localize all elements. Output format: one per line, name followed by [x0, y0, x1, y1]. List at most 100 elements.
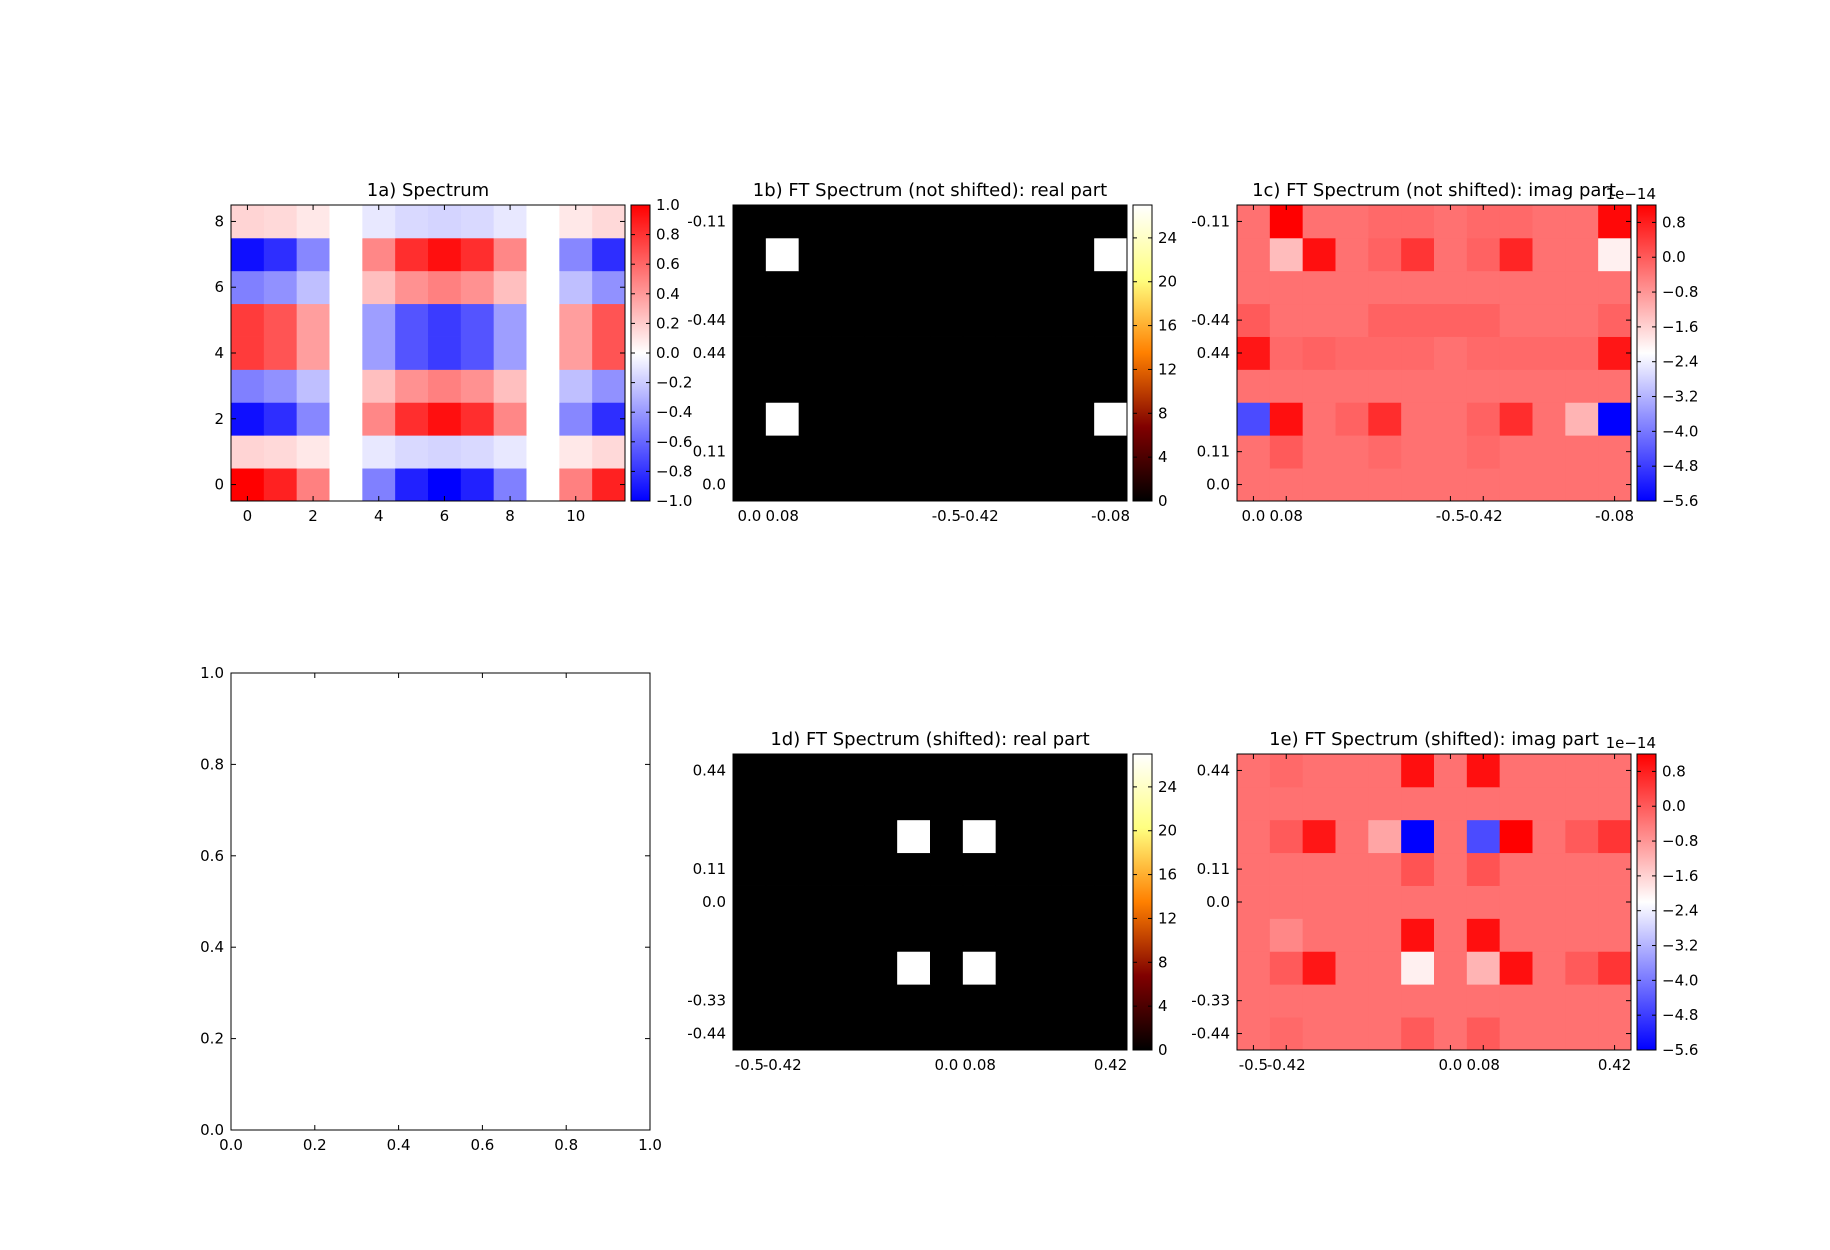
heatmap-cell	[362, 205, 396, 239]
heatmap-cell	[1028, 402, 1062, 436]
heatmap-cell	[1094, 786, 1128, 821]
heatmap-cell	[864, 468, 898, 502]
heatmap-cell	[1565, 369, 1599, 403]
heatmap-cell	[1532, 435, 1566, 469]
heatmap-cell	[1269, 1017, 1304, 1051]
heatmap-cell	[1499, 885, 1533, 919]
subplot: 1c) FT Spectrum (not shifted): imag part…	[1191, 180, 1698, 525]
heatmap-cell	[329, 336, 363, 370]
heatmap-cell	[962, 852, 997, 886]
y-tick-label: 0.0	[200, 1121, 224, 1139]
heatmap-cell	[733, 819, 767, 854]
heatmap-cell	[765, 336, 800, 370]
x-tick-label: -0.42	[763, 1056, 802, 1074]
heatmap-cell	[1532, 402, 1566, 436]
heatmap-cell	[1237, 336, 1271, 370]
x-tick-label: 0.4	[387, 1136, 411, 1154]
heatmap-cell	[592, 270, 626, 305]
heatmap-cell	[1028, 468, 1062, 502]
heatmap-cell	[1466, 270, 1501, 305]
heatmap-cell	[1335, 918, 1369, 952]
heatmap-cell	[930, 336, 964, 370]
heatmap-cell	[1434, 237, 1468, 272]
x-tick-label: 0.0	[1438, 1056, 1462, 1074]
heatmap-cell	[831, 819, 865, 854]
heatmap-cell	[962, 402, 997, 436]
heatmap-cell	[493, 468, 527, 502]
colorbar-tick-label: 12	[1158, 909, 1177, 927]
heatmap-cell	[1565, 468, 1599, 502]
x-tick-label: -0.08	[1595, 507, 1634, 525]
heatmap-cell	[1094, 270, 1128, 305]
heatmap-cell	[1466, 303, 1501, 337]
heatmap-cell	[831, 852, 865, 886]
heatmap-cell	[995, 951, 1029, 985]
colorbar-tick-label: 8	[1158, 953, 1168, 971]
heatmap-cell	[1302, 1017, 1336, 1051]
colorbar-tick-label: 0	[1158, 492, 1168, 510]
heatmap-cell	[765, 951, 800, 985]
heatmap-cell	[263, 270, 298, 305]
heatmap-cell	[231, 237, 265, 272]
heatmap-cell	[362, 270, 396, 305]
heatmap-cell	[864, 237, 898, 272]
x-tick-label: -0.42	[1267, 1056, 1306, 1074]
heatmap-cell	[765, 303, 800, 337]
heatmap-cell	[831, 369, 865, 403]
x-tick-label: 8	[505, 507, 515, 525]
heatmap-cell	[1302, 237, 1336, 272]
heatmap-cell	[1532, 270, 1566, 305]
y-tick-label: 2	[214, 410, 224, 428]
heatmap-cell	[460, 205, 495, 239]
heatmap-cell	[995, 819, 1029, 854]
y-tick-label: -0.44	[687, 311, 726, 329]
heatmap-cell	[493, 402, 527, 436]
heatmap-cell	[1302, 754, 1336, 788]
colorbar-tick-label: −1.0	[656, 492, 692, 510]
heatmap-cell	[559, 270, 593, 305]
heatmap-cell	[395, 336, 429, 370]
colorbar-tick-label: 0.0	[1662, 248, 1686, 266]
heatmap-cell	[1094, 984, 1128, 1018]
heatmap-cell	[897, 237, 931, 272]
y-tick-label: -0.33	[687, 992, 726, 1010]
heatmap-cell	[897, 435, 931, 469]
heatmap-cell	[1466, 819, 1501, 854]
heatmap-cell	[733, 468, 767, 502]
heatmap-cell	[1061, 435, 1095, 469]
heatmap-cell	[1565, 984, 1599, 1018]
heatmap-cell	[765, 237, 800, 272]
x-tick-label: 0.0	[1241, 507, 1265, 525]
heatmap-cell	[1094, 435, 1128, 469]
heatmap-cell	[1532, 468, 1566, 502]
heatmap-cell	[1237, 303, 1271, 337]
y-tick-label: 1.0	[200, 664, 224, 682]
heatmap-cell	[1028, 819, 1062, 854]
heatmap-cell	[362, 369, 396, 403]
heatmap-cell	[1269, 786, 1304, 821]
heatmap-cell	[1269, 852, 1304, 886]
heatmap-cell	[798, 852, 832, 886]
heatmap-cell	[962, 786, 997, 821]
heatmap-cell	[526, 468, 560, 502]
heatmap-cell	[897, 885, 931, 919]
y-tick-label: 0.0	[702, 893, 726, 911]
x-tick-label: -0.5	[735, 1056, 764, 1074]
heatmap-cell	[831, 336, 865, 370]
heatmap-cell	[733, 984, 767, 1018]
heatmap-cell	[1061, 402, 1095, 436]
heatmap-cell	[897, 852, 931, 886]
colorbar	[1132, 204, 1153, 502]
heatmap-cell	[1302, 984, 1336, 1018]
colorbar-tick-label: −5.6	[1662, 1041, 1698, 1059]
heatmap-cell	[329, 270, 363, 305]
heatmap-cell	[1401, 951, 1435, 985]
heatmap-cell	[263, 435, 298, 469]
heatmap-cell	[395, 402, 429, 436]
colorbar	[1636, 204, 1657, 502]
heatmap-cell	[962, 237, 997, 272]
colorbar-tick-label: −5.6	[1662, 492, 1698, 510]
heatmap-cell	[1598, 819, 1632, 854]
heatmap-cell	[1434, 336, 1468, 370]
heatmap-cell	[765, 984, 800, 1018]
